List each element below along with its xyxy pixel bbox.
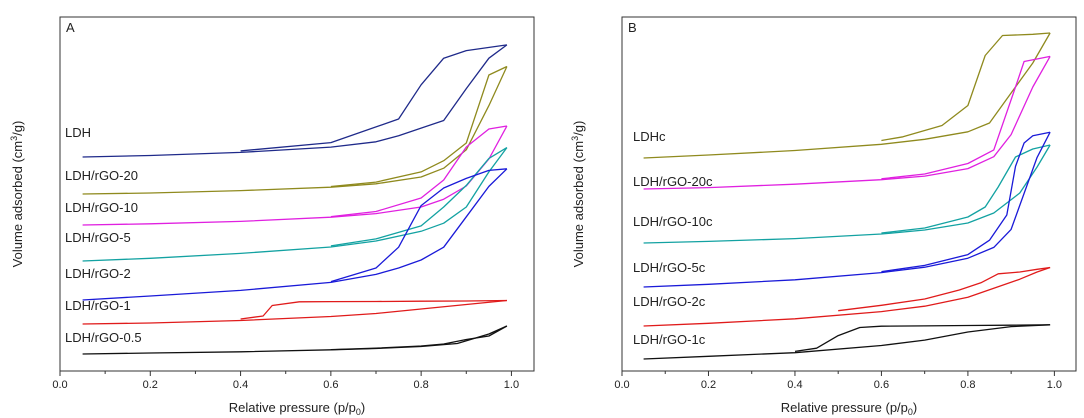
- series-label: LDH/rGO-2: [65, 266, 131, 281]
- series-desorption-line: [330, 65, 508, 188]
- x-tick-label: 0.8: [413, 379, 428, 391]
- x-tick-label: 0.6: [323, 379, 338, 391]
- series-desorption-line: [881, 32, 1051, 142]
- x-tick-label: 0.4: [233, 379, 248, 391]
- x-tick-label: 0.2: [701, 379, 716, 391]
- series-desorption-line: [881, 55, 1051, 180]
- series-label: LDHc: [633, 129, 666, 144]
- chart-panel-a: A 0.0 0.2 0.4 0.6 0.8 1.0 Relative pressure (p/…: [9, 16, 535, 417]
- series-adsorption-line: [82, 125, 508, 226]
- series-desorption-line: [240, 44, 507, 152]
- series-desorption-line: [838, 266, 1051, 312]
- series-adsorption-line: [82, 66, 508, 195]
- chart-panel-b: B 0.0 0.2 0.4 0.6 0.8 1.0 Relative pressure (p/…: [570, 16, 1077, 417]
- series-desorption-line: [330, 168, 507, 283]
- series-label: LDH/rGO-10c: [633, 214, 713, 229]
- x-tick-label: 1.0: [1047, 379, 1062, 391]
- panel-label: A: [66, 20, 75, 35]
- series-desorption-line: [330, 125, 508, 218]
- series-label: LDH/rGO-2c: [633, 294, 706, 309]
- series-adsorption-line: [643, 56, 1051, 190]
- series-desorption-line: [330, 325, 508, 351]
- x-tick-label: 0.0: [52, 379, 67, 391]
- series-adsorption-line: [643, 324, 1051, 360]
- panel-label: B: [628, 20, 637, 35]
- x-axis-label: Relative pressure (p/p0): [229, 400, 366, 417]
- series-label: LDH/rGO-10: [65, 200, 138, 215]
- x-axis-label: Relative pressure (p/p0): [781, 400, 918, 417]
- series-label: LDH/rGO-0.5: [65, 330, 142, 345]
- x-tick-label: 1.0: [504, 379, 519, 391]
- series-adsorption-line: [82, 299, 507, 325]
- plot-frame: [621, 16, 1077, 372]
- series-desorption-line: [794, 324, 1051, 353]
- series-desorption-line: [330, 147, 508, 247]
- series-adsorption-line: [643, 266, 1051, 327]
- series-label: LDH/rGO-20c: [633, 174, 713, 189]
- x-tick-label: 0.4: [787, 379, 802, 391]
- series-adsorption-line: [82, 168, 508, 301]
- x-tick-label: 0.8: [960, 379, 975, 391]
- series-adsorption-line: [82, 147, 508, 262]
- series-desorption-line: [240, 299, 507, 320]
- y-axis-label: Volume adsorbed (cm3/g): [9, 121, 25, 268]
- series-label: LDH/rGO-1c: [633, 332, 706, 347]
- series-adsorption-line: [643, 32, 1051, 159]
- series-label: LDH: [65, 125, 91, 140]
- x-tick-label: 0.6: [874, 379, 889, 391]
- series-label: LDH/rGO-1: [65, 298, 131, 313]
- x-tick-label: 0.0: [614, 379, 629, 391]
- x-tick-label: 0.2: [143, 379, 158, 391]
- series-adsorption-line: [82, 325, 508, 355]
- series-label: LDH/rGO-5: [65, 230, 131, 245]
- y-axis-label: Volume adsorbed (cm3/g): [570, 121, 586, 268]
- series-label: LDH/rGO-20: [65, 168, 138, 183]
- series-adsorption-line: [643, 131, 1051, 288]
- plot-frame: [59, 16, 535, 372]
- series-desorption-line: [881, 131, 1051, 273]
- series-desorption-line: [881, 144, 1051, 234]
- series-adsorption-line: [82, 44, 508, 158]
- series-label: LDH/rGO-5c: [633, 260, 706, 275]
